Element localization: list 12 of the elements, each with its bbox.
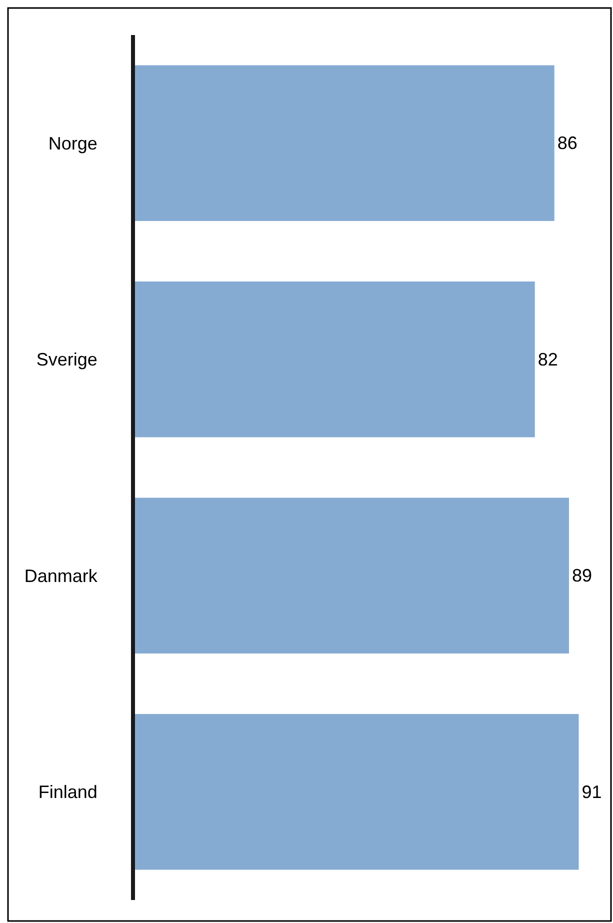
y-tick-label: Norge (48, 133, 98, 154)
y-tick-label: Danmark (24, 566, 98, 586)
data-label: 89 (572, 566, 592, 586)
data-label: 82 (538, 349, 558, 370)
y-tick-label: Finland (38, 782, 98, 802)
data-label: 91 (582, 782, 602, 802)
bar (135, 498, 569, 654)
bar (135, 714, 579, 870)
y-tick-label: Sverige (36, 350, 98, 370)
bar (135, 65, 554, 221)
bar (135, 282, 535, 438)
data-label: 86 (557, 133, 578, 154)
